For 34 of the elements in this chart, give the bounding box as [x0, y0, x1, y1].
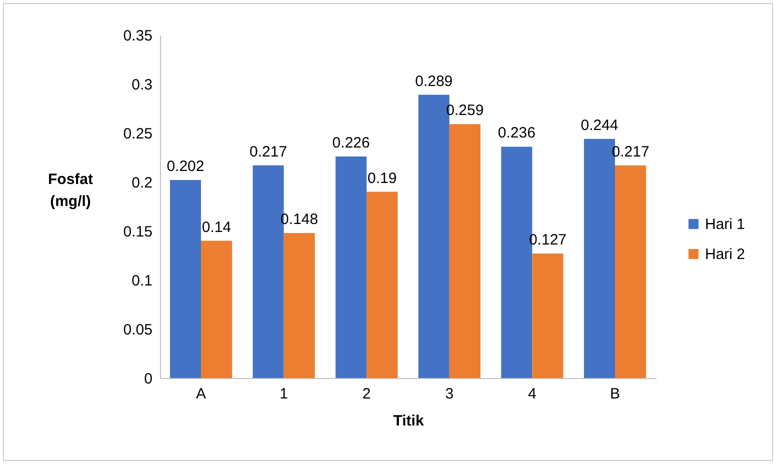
data-label: 0.202: [166, 158, 204, 176]
y-axis-title: Fosfat (mg/l): [48, 171, 94, 210]
legend-label: Hari 1: [705, 216, 746, 233]
x-tick-label: 3: [445, 386, 454, 402]
y-tick-label: 0.05: [123, 322, 152, 338]
data-label: 0.19: [368, 170, 397, 187]
x-tick-label: 2: [362, 386, 371, 402]
y-tick-label: 0.15: [123, 224, 152, 240]
y-tick-label: 0: [144, 370, 152, 388]
data-label: 0.244: [580, 116, 618, 134]
y-tick-label: 0.3: [132, 76, 152, 94]
data-label: 0.289: [415, 72, 453, 90]
bar: [336, 156, 367, 378]
data-label: 0.14: [202, 218, 232, 236]
y-tick-label: 0.1: [132, 272, 152, 290]
x-tick-label: A: [196, 386, 206, 402]
x-tick-label: 4: [528, 386, 536, 402]
y-tick-label: 0.2: [132, 174, 152, 192]
bar: [170, 180, 201, 378]
x-tick-label: 1: [280, 386, 288, 402]
bar: [366, 192, 398, 378]
x-tick-label: B: [610, 386, 620, 402]
data-label: 0.217: [249, 143, 288, 160]
y-tick-label: 0.25: [123, 126, 152, 142]
bar: [284, 232, 315, 378]
data-label: 0.236: [498, 124, 536, 142]
bar: [615, 165, 646, 378]
x-axis-title: Titik: [393, 412, 424, 430]
bar: [449, 124, 480, 378]
bar: [200, 240, 232, 378]
bar: [532, 254, 564, 378]
y-tick-label: 0.35: [123, 28, 152, 44]
legend-label: Hari 2: [705, 246, 746, 263]
data-label: 0.226: [332, 134, 370, 152]
